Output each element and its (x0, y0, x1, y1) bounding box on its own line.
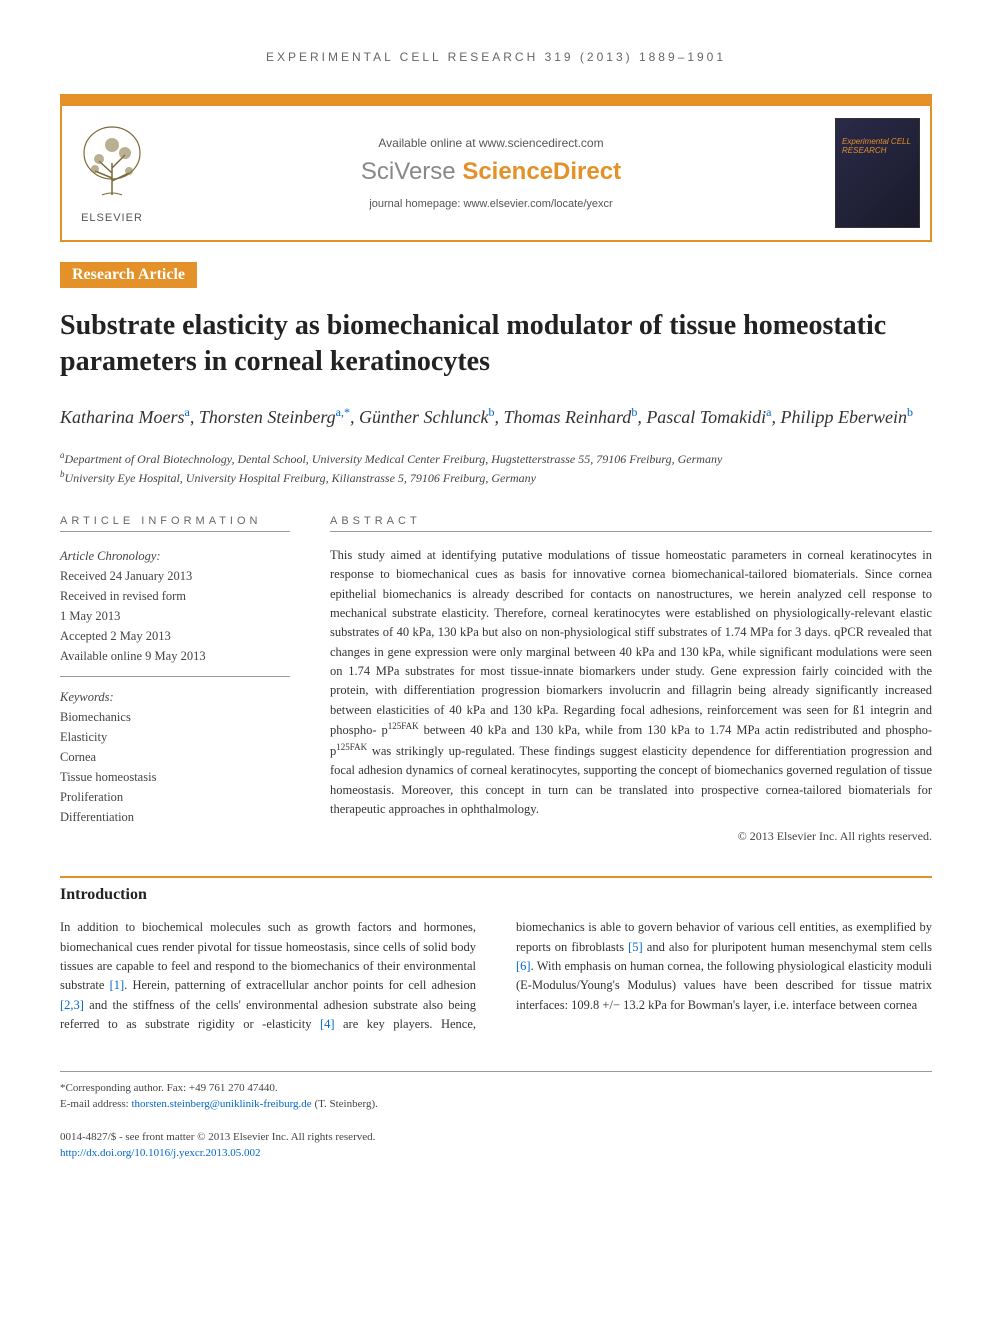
article-chronology: Article Chronology: Received 24 January … (60, 546, 290, 666)
abstract-copyright: © 2013 Elsevier Inc. All rights reserved… (330, 829, 932, 844)
affiliation-link[interactable]: b (631, 405, 637, 419)
affiliation-link[interactable]: a (185, 405, 190, 419)
journal-cover: Experimental CELL RESEARCH (820, 118, 930, 228)
footer-meta: 0014-4827/$ - see front matter © 2013 El… (60, 1129, 932, 1162)
revised-date-2: 1 May 2013 (60, 606, 290, 626)
introduction-body: In addition to biochemical molecules suc… (60, 918, 932, 1034)
email-link[interactable]: thorsten.steinberg@uniklinik-freiburg.de (131, 1098, 311, 1110)
affiliation-link[interactable]: a, (336, 405, 344, 419)
author: Pascal Tomakidia (646, 407, 771, 427)
online-date: Available online 9 May 2013 (60, 646, 290, 666)
elsevier-tree-icon (77, 123, 147, 203)
revised-date: Received in revised form (60, 586, 290, 606)
ref-link[interactable]: [6] (516, 959, 531, 973)
doi-link[interactable]: http://dx.doi.org/10.1016/j.yexcr.2013.0… (60, 1147, 261, 1159)
corresponding-link[interactable]: * (344, 405, 350, 419)
introduction-heading: Introduction (60, 876, 932, 904)
footer-notes: *Corresponding author. Fax: +49 761 270 … (60, 1071, 932, 1113)
author: Thomas Reinhardb (503, 407, 637, 427)
keyword: Cornea (60, 747, 290, 767)
affiliation-link[interactable]: b (488, 405, 494, 419)
author: Günther Schlunckb (359, 407, 494, 427)
corresponding-author-note: *Corresponding author. Fax: +49 761 270 … (60, 1080, 932, 1097)
accepted-date: Accepted 2 May 2013 (60, 626, 290, 646)
email-line: E-mail address: thorsten.steinberg@unikl… (60, 1096, 932, 1113)
article-info-label: ARTICLE INFORMATION (60, 515, 290, 532)
author: Thorsten Steinberga,* (199, 407, 350, 427)
running-head: EXPERIMENTAL CELL RESEARCH 319 (2013) 18… (60, 50, 932, 64)
issn-line: 0014-4827/$ - see front matter © 2013 El… (60, 1129, 932, 1146)
affiliation-link[interactable]: a (766, 405, 771, 419)
affiliation-link[interactable]: b (907, 405, 913, 419)
keyword: Differentiation (60, 807, 290, 827)
keyword: Elasticity (60, 727, 290, 747)
article-title: Substrate elasticity as biomechanical mo… (60, 308, 932, 381)
abstract-text: This study aimed at identifying putative… (330, 546, 932, 820)
journal-banner: ELSEVIER Available online at www.science… (60, 94, 932, 242)
ref-link[interactable]: [5] (628, 940, 643, 954)
keyword: Proliferation (60, 787, 290, 807)
affiliation-a: aDepartment of Oral Biotechnology, Denta… (60, 449, 932, 468)
divider (60, 676, 290, 677)
author: Philipp Eberweinb (780, 407, 912, 427)
keywords-label: Keywords: (60, 687, 290, 707)
author-list: Katharina Moersa, Thorsten Steinberga,*,… (60, 403, 932, 431)
received-date: Received 24 January 2013 (60, 566, 290, 586)
journal-homepage-line: journal homepage: www.elsevier.com/locat… (162, 198, 820, 210)
keyword: Tissue homeostasis (60, 767, 290, 787)
author: Katharina Moersa (60, 407, 190, 427)
elsevier-wordmark: ELSEVIER (77, 212, 147, 224)
sciencedirect-word: ScienceDirect (462, 158, 621, 185)
sciverse-word: SciVerse (361, 158, 462, 185)
ref-link[interactable]: [1] (110, 978, 125, 992)
abstract-label: ABSTRACT (330, 515, 932, 532)
article-type-badge: Research Article (60, 262, 197, 288)
keyword: Biomechanics (60, 707, 290, 727)
article-info-column: ARTICLE INFORMATION Article Chronology: … (60, 515, 290, 845)
affiliation-b: bUniversity Eye Hospital, University Hos… (60, 468, 932, 487)
affiliations: aDepartment of Oral Biotechnology, Denta… (60, 449, 932, 487)
sciverse-logo[interactable]: SciVerse ScienceDirect (162, 158, 820, 186)
keywords-block: Keywords: Biomechanics Elasticity Cornea… (60, 687, 290, 827)
ref-link[interactable]: [2,3] (60, 998, 84, 1012)
elsevier-logo: ELSEVIER (62, 123, 162, 224)
ref-link[interactable]: [4] (320, 1017, 335, 1031)
journal-cover-title: Experimental CELL RESEARCH (842, 137, 913, 155)
introduction-section: Introduction In addition to biochemical … (60, 876, 932, 1034)
abstract-column: ABSTRACT This study aimed at identifying… (330, 515, 932, 845)
available-online-line: Available online at www.sciencedirect.co… (162, 136, 820, 150)
chronology-label: Article Chronology: (60, 546, 290, 566)
